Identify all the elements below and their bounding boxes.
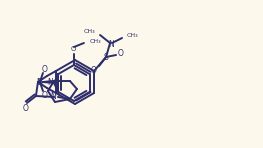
Text: O: O: [118, 49, 124, 58]
Text: H: H: [54, 91, 59, 96]
Text: O: O: [42, 90, 48, 99]
Text: N: N: [50, 91, 56, 100]
Text: S: S: [38, 78, 42, 86]
Text: CH₃: CH₃: [127, 33, 139, 37]
Text: N: N: [47, 78, 53, 86]
Text: O: O: [23, 103, 29, 112]
Text: O: O: [91, 66, 97, 74]
Text: CH₃: CH₃: [83, 29, 95, 33]
Text: S: S: [104, 53, 108, 62]
Text: O: O: [70, 46, 76, 52]
Text: N: N: [36, 78, 42, 86]
Text: N: N: [108, 40, 114, 49]
Text: O: O: [42, 65, 48, 74]
Text: CH₃: CH₃: [90, 38, 102, 44]
